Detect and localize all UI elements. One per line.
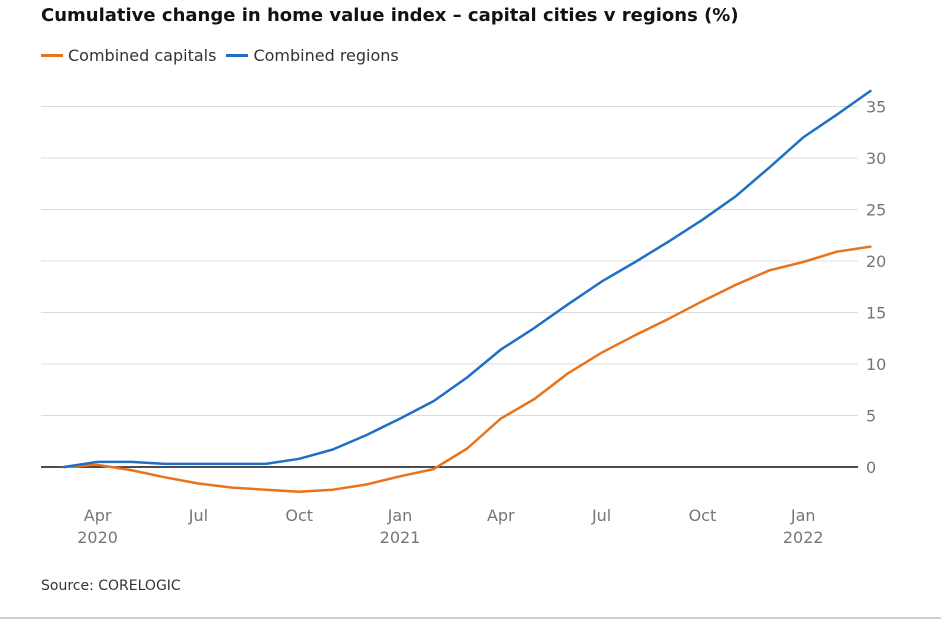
- legend-label-regions: Combined regions: [253, 46, 399, 65]
- y-tick-label-25: 25: [866, 201, 886, 220]
- legend-swatch-regions: [226, 54, 249, 57]
- y-tick-label-10: 10: [866, 355, 886, 374]
- x-tick-label-4: Apr: [487, 506, 515, 525]
- y-tick-label-30: 30: [866, 149, 886, 168]
- x-tick-label-5: Jul: [591, 506, 611, 525]
- x-tick-label-3: Jan: [387, 506, 413, 525]
- series-line-capitals: [62, 245, 872, 493]
- x-tick-label-0: Apr: [84, 506, 112, 525]
- chart-title: Cumulative change in home value index – …: [41, 5, 739, 26]
- legend-swatch-capitals: [41, 54, 63, 57]
- legend-item-regions: Combined regions: [226, 46, 399, 65]
- y-tick-label-20: 20: [866, 252, 886, 271]
- legend: Combined capitals Combined regions: [41, 46, 409, 65]
- y-tick-label-5: 5: [866, 407, 876, 426]
- line-chart: 0 5 10 15 20 25 30 35 Apr 2020 Jul Oct Jan 2021 Apr Jul…: [41, 89, 886, 547]
- series-line-regions: [62, 89, 872, 469]
- y-tick-label-15: 15: [866, 304, 886, 323]
- y-tick-label-35: 35: [866, 98, 886, 117]
- x-tick-label-1: Jul: [188, 506, 208, 525]
- legend-item-capitals: Combined capitals: [41, 46, 216, 65]
- bottom-divider: [0, 617, 941, 619]
- x-tick-label-2: Oct: [285, 506, 313, 525]
- y-tick-label-0: 0: [866, 458, 876, 477]
- legend-label-capitals: Combined capitals: [68, 46, 217, 65]
- source-note: Source: CORELOGIC: [41, 578, 181, 594]
- x-tick-label-7: Jan: [790, 506, 816, 525]
- x-tick-year-7: 2022: [783, 528, 824, 547]
- x-tick-year-0: 2020: [77, 528, 118, 547]
- x-tick-label-6: Oct: [689, 506, 717, 525]
- x-tick-year-3: 2021: [380, 528, 421, 547]
